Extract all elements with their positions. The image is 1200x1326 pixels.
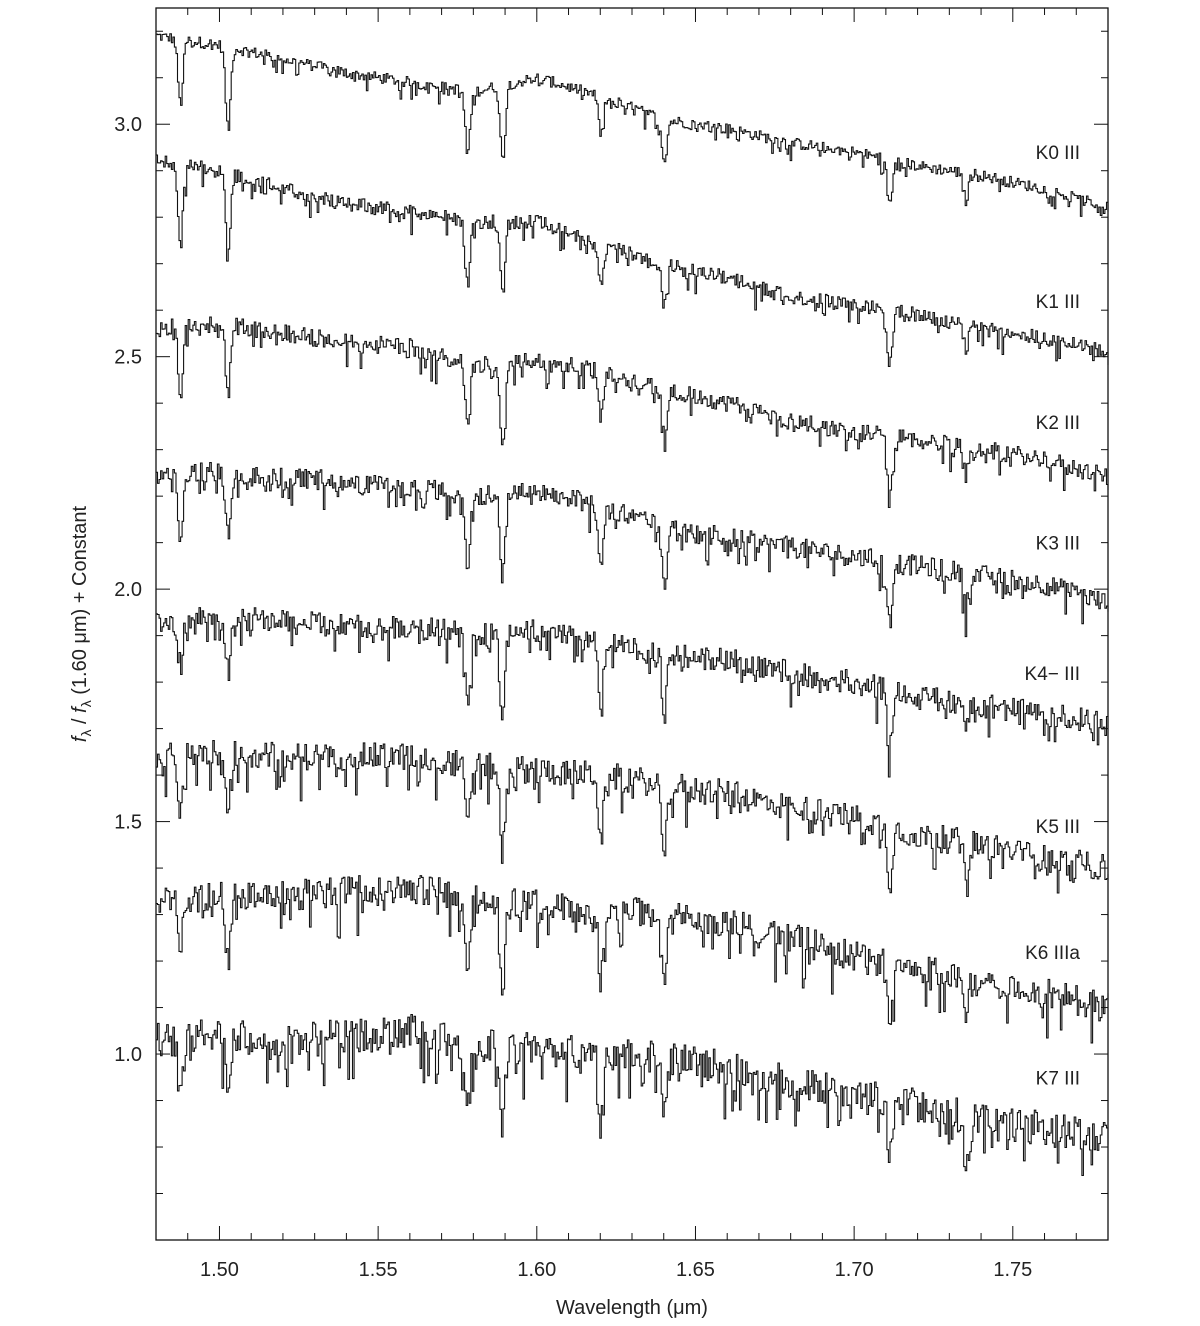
spectrum-label: K3 III bbox=[1036, 534, 1080, 555]
x-tick-label: 1.75 bbox=[993, 1259, 1032, 1281]
spectrum-line bbox=[156, 607, 1109, 778]
spectrum-line bbox=[156, 154, 1109, 367]
spectra-layer: K0 III K1 III K2 III K3 III K4− III K5 III K6 … bbox=[156, 33, 1109, 1177]
spectrum-label: K0 III bbox=[1036, 143, 1080, 164]
spectrum-label: K1 III bbox=[1036, 292, 1080, 313]
spectrum-line bbox=[156, 740, 1109, 898]
spectrum-label: K7 III bbox=[1036, 1068, 1080, 1089]
x-tick-label: 1.65 bbox=[676, 1259, 715, 1281]
y-tick-label: 2.5 bbox=[114, 347, 142, 369]
y-tick-label: 1.5 bbox=[114, 812, 142, 834]
spectrum-label: K6 IIIa bbox=[1025, 943, 1080, 964]
y-tick-label: 3.0 bbox=[114, 114, 142, 136]
y-tick-label: 1.0 bbox=[114, 1044, 142, 1066]
axes-layer: 1.50 1.55 1.60 1.65 1.70 1.75 1.0 1.5 2.0 2.5 3.0 bbox=[114, 8, 1109, 1281]
x-tick-label: 1.50 bbox=[200, 1259, 239, 1281]
spectrum-label: K4− III bbox=[1025, 664, 1080, 685]
spectrum-line bbox=[156, 1013, 1109, 1177]
spectrum-line bbox=[156, 316, 1109, 509]
spectrum-line bbox=[156, 875, 1109, 1044]
spectrum-line bbox=[156, 33, 1109, 217]
x-tick-label: 1.70 bbox=[835, 1259, 874, 1281]
y-tick-label: 2.0 bbox=[114, 579, 142, 601]
spectrum-label: K5 III bbox=[1036, 817, 1080, 838]
spectrum-line bbox=[156, 462, 1109, 638]
x-tick-label: 1.55 bbox=[359, 1259, 398, 1281]
spectrum-label: K2 III bbox=[1036, 413, 1080, 434]
x-tick-label: 1.60 bbox=[517, 1259, 556, 1281]
y-axis-label: fλ / fλ (1.60 μm) + Constant bbox=[69, 505, 94, 742]
x-axis-label: Wavelength (μm) bbox=[556, 1297, 708, 1319]
plot-frame bbox=[155, 7, 1109, 1241]
